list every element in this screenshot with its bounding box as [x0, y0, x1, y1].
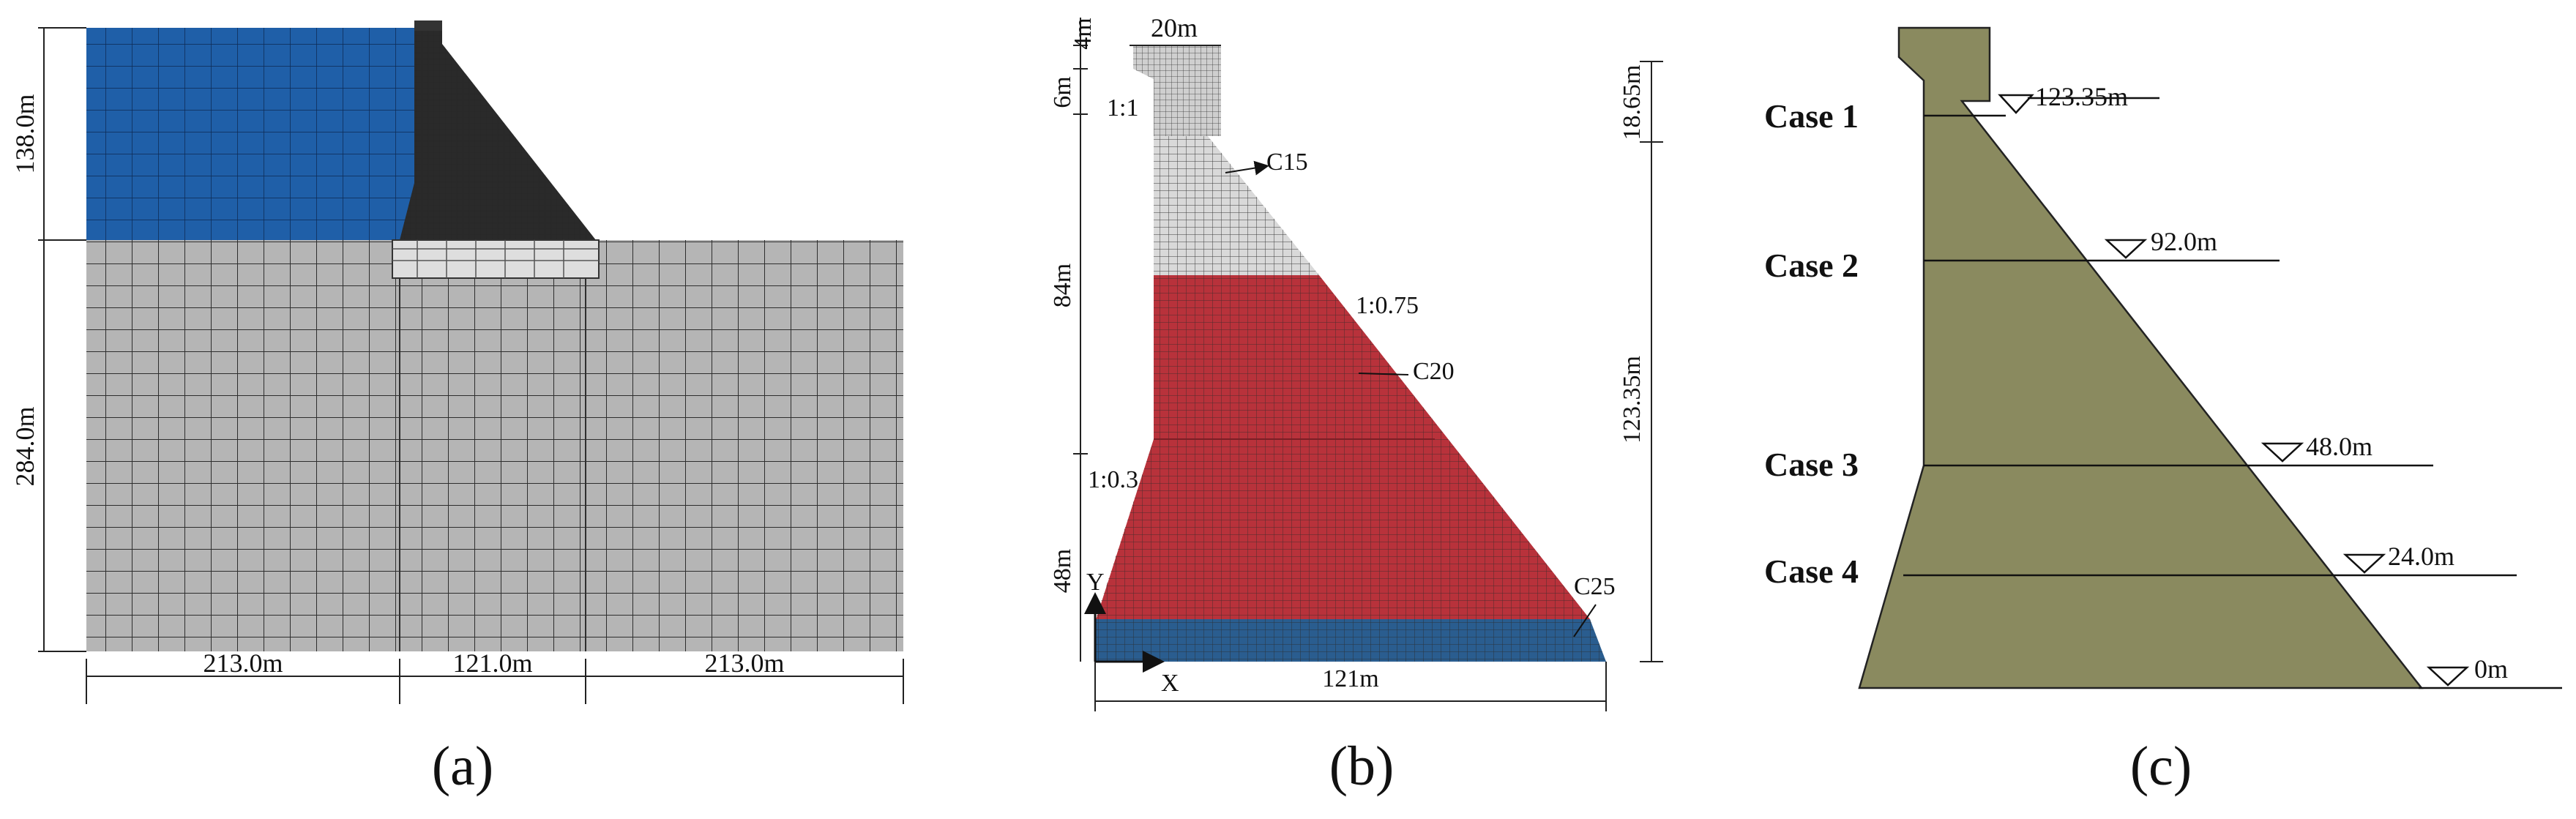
crest-width-label: 20m — [1151, 13, 1198, 42]
base-level: 0m — [2419, 654, 2562, 689]
dam-width-label: 121.0m — [452, 648, 532, 678]
reservoir-height-label: 138.0m — [10, 94, 40, 173]
case-1: Case 1 123.35m — [1764, 82, 2159, 135]
case-4: Case 4 24.0m — [1764, 542, 2517, 590]
dam-profile — [1858, 26, 2424, 689]
base-level-label: 0m — [2474, 654, 2508, 684]
slope-upstream-bottom: 1:0.3 — [1088, 466, 1138, 493]
upper-height-label: 6m — [1049, 76, 1076, 108]
panel-c-label: (c) — [2130, 736, 2192, 797]
interface-zone — [392, 239, 600, 279]
c15-label: C15 — [1266, 149, 1308, 176]
panel-b: 20m 4m 6m 84m 48m 1:1 1:0.75 1:0.3 C15 C… — [1049, 13, 1663, 797]
base-width-label: 121m — [1322, 665, 1378, 692]
case-3: Case 3 48.0m — [1764, 432, 2433, 483]
water-height-label: 123.35m — [1619, 356, 1646, 444]
mid-height-label: 84m — [1049, 263, 1076, 307]
case-1-name: Case 1 — [1764, 97, 1859, 135]
panel-a-label: (a) — [432, 736, 493, 797]
overflow-height-label: 18.65m — [1619, 65, 1646, 141]
case-3-name: Case 3 — [1764, 446, 1859, 483]
case-2-level: 92.0m — [2151, 227, 2217, 256]
y-axis-label: Y — [1086, 569, 1105, 596]
case-2: Case 2 92.0m — [1764, 227, 2280, 284]
slope-downstream: 1:0.75 — [1356, 292, 1419, 319]
foundation-depth-label: 284.0m — [10, 406, 40, 486]
case-4-level: 24.0m — [2388, 542, 2454, 571]
case-2-name: Case 2 — [1764, 247, 1859, 284]
right-width-label: 213.0m — [704, 648, 784, 678]
panel-c: Case 1 123.35m Case 2 92.0m Case 3 48.0m… — [1764, 26, 2562, 797]
panel-a: 138.0m 284.0m 213.0m 121.0m 213.0m (a) — [10, 20, 904, 797]
top-height-label: 4m — [1069, 18, 1097, 49]
x-axis-label: X — [1161, 670, 1179, 697]
slope-upstream-top: 1:1 — [1107, 94, 1138, 121]
case-1-level: 123.35m — [2035, 82, 2128, 111]
case-4-name: Case 4 — [1764, 553, 1859, 590]
lower-height-label: 48m — [1049, 549, 1076, 593]
left-width-label: 213.0m — [203, 648, 283, 678]
c20-label: C20 — [1413, 358, 1455, 385]
c25-label: C25 — [1574, 573, 1616, 600]
case-3-level: 48.0m — [2306, 432, 2372, 461]
panel-b-label: (b) — [1329, 736, 1395, 797]
